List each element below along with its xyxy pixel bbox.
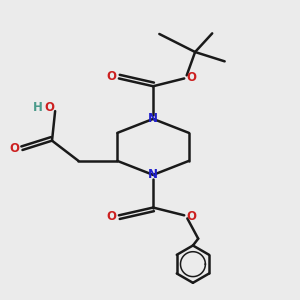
Text: O: O [106,210,116,224]
Text: O: O [44,101,55,114]
Text: O: O [10,142,20,155]
Text: O: O [106,70,116,83]
Text: N: N [148,168,158,182]
Text: O: O [186,210,196,223]
Text: O: O [186,71,196,84]
Text: N: N [148,112,158,125]
Text: H: H [33,101,43,114]
